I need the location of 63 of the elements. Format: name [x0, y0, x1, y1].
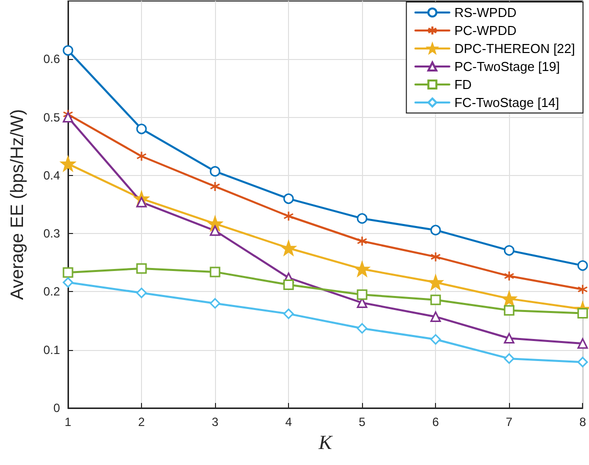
legend-label: RS-WPDD	[454, 5, 516, 20]
point	[136, 150, 147, 162]
point	[208, 216, 222, 231]
point	[504, 353, 514, 364]
legend-label: PC-TwoStage [19]	[454, 59, 560, 74]
point	[354, 262, 370, 276]
point	[283, 308, 294, 320]
point	[62, 277, 74, 288]
y-tick-label: 0.6	[43, 52, 60, 66]
y-tick-label: 0.4	[43, 168, 60, 182]
point	[430, 311, 441, 322]
point	[428, 275, 443, 290]
point	[210, 225, 220, 236]
y-tick-label: 0.1	[43, 342, 60, 357]
point	[577, 338, 588, 349]
point	[283, 210, 294, 222]
point	[283, 193, 294, 204]
x-tick-label: 3	[212, 415, 219, 429]
point	[504, 270, 514, 282]
x-tick-label: 8	[579, 415, 586, 429]
legend-label: FD	[454, 77, 472, 92]
point	[210, 266, 220, 278]
x-tick-label: 2	[138, 415, 146, 429]
point	[136, 124, 147, 134]
point	[356, 213, 368, 224]
point	[62, 45, 74, 56]
legend-label: FC-TwoStage [14]	[454, 95, 560, 110]
x-tick-label: 5	[358, 415, 366, 429]
point	[430, 224, 441, 236]
point	[502, 291, 516, 306]
x-tick-label: 4	[285, 415, 292, 429]
legend-label: DPC-THEREON [22]	[454, 41, 576, 56]
point	[356, 289, 368, 300]
legend-label: PC-WPDD	[454, 23, 516, 38]
y-axis-title: Average EE (bps/Hz/W)	[7, 109, 27, 300]
point	[60, 156, 76, 172]
y-tick-label: 0	[53, 401, 60, 415]
x-tick-label: 7	[506, 415, 513, 429]
x-tick-label: 1	[64, 415, 72, 429]
point	[430, 334, 441, 345]
point	[504, 332, 514, 344]
point	[62, 267, 74, 278]
point	[281, 240, 296, 256]
point	[356, 323, 368, 334]
x-tick-label: 6	[432, 415, 440, 429]
point	[283, 279, 294, 290]
point	[210, 181, 220, 192]
point	[210, 166, 220, 177]
point	[136, 263, 147, 274]
point	[504, 305, 514, 316]
point	[577, 260, 588, 271]
point	[577, 284, 588, 295]
point	[356, 236, 368, 246]
point	[136, 288, 147, 298]
y-tick-label: 0.5	[43, 110, 60, 124]
point	[504, 245, 514, 256]
y-tick-label: 0.2	[43, 284, 60, 299]
x-axis-title: K	[318, 432, 334, 454]
point	[430, 294, 441, 306]
point	[577, 356, 588, 368]
point	[430, 252, 441, 262]
y-tick-label: 0.3	[43, 226, 60, 241]
point	[210, 298, 220, 309]
